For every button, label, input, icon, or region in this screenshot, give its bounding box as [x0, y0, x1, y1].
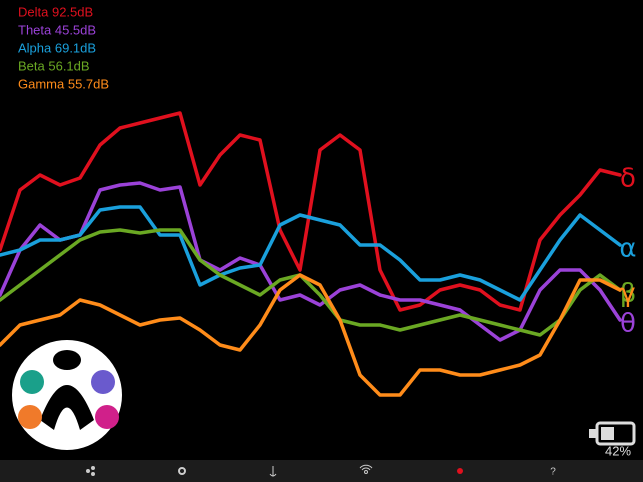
record-button[interactable] — [457, 468, 463, 474]
logo-head — [40, 385, 94, 430]
help-button[interactable]: ? — [550, 467, 556, 478]
logo-dot — [95, 405, 119, 429]
anchor-button[interactable] — [269, 466, 277, 477]
legend-entry: Alpha 69.1dB — [18, 40, 96, 55]
band-symbol: β — [620, 279, 637, 309]
battery-percent: 42% — [605, 443, 631, 458]
band-symbols: δ θ αβγ — [619, 164, 636, 339]
legend: Delta 92.5dB Theta 45.5dB Alpha 69.1dB Beta… — [18, 4, 109, 91]
logo-dot — [18, 405, 42, 429]
legend-entry: Theta 45.5dB — [18, 22, 96, 37]
band-symbol: γ — [620, 279, 635, 309]
legend-entry: Gamma 55.7dB — [18, 76, 109, 91]
toolbar-bg — [0, 460, 643, 482]
battery-level — [601, 427, 614, 440]
logo-dot — [91, 370, 115, 394]
share-button[interactable] — [86, 466, 95, 476]
settings-button[interactable] — [178, 467, 186, 475]
series-line — [0, 181, 622, 342]
logo — [12, 340, 122, 450]
legend-entry: Beta 56.1dB — [18, 58, 90, 73]
battery-tip — [589, 429, 597, 438]
toolbar: ? — [0, 460, 643, 482]
connect-button[interactable] — [359, 464, 373, 474]
series-line — [0, 228, 622, 337]
band-symbol: α — [619, 234, 636, 264]
band-symbol: δ — [620, 164, 636, 194]
logo-dot — [20, 370, 44, 394]
series-line — [0, 273, 622, 397]
band-symbol: θ — [620, 309, 636, 339]
battery: 42% — [589, 421, 636, 458]
series-line — [0, 111, 622, 312]
plot — [0, 111, 622, 397]
logo-dot — [53, 350, 81, 370]
legend-entry: Delta 92.5dB — [18, 4, 93, 19]
series-line — [0, 205, 622, 302]
